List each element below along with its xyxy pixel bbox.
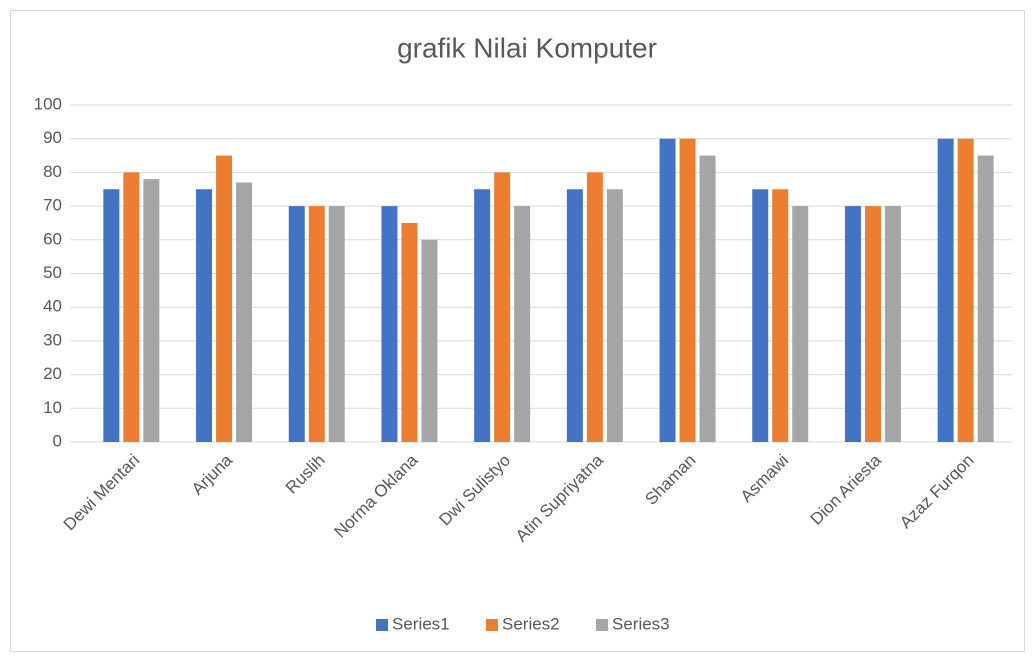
bar [937,138,954,442]
bar [752,189,769,442]
legend-swatch [486,619,498,631]
y-tick-label: 50 [43,263,62,282]
bar [474,189,491,442]
y-tick-label: 80 [43,162,62,181]
bar [957,138,974,442]
bar [566,189,583,442]
bar [288,206,305,442]
bar [699,155,716,443]
bar [103,189,120,442]
y-tick-label: 30 [43,330,62,349]
bar [494,172,511,442]
bar [328,206,345,442]
legend-swatch [376,619,388,631]
bar [606,189,623,442]
bar [586,172,603,442]
bar [381,206,398,442]
bar [308,206,325,442]
bar [143,179,160,442]
bar [196,189,213,442]
y-tick-label: 90 [43,128,62,147]
bar [977,155,994,443]
y-tick-label: 40 [43,297,62,316]
bar [864,206,881,442]
bar [772,189,789,442]
y-tick-label: 60 [43,229,62,248]
legend-label: Series3 [612,614,670,633]
y-tick-label: 70 [43,196,62,215]
y-tick-label: 10 [43,398,62,417]
bar [421,239,438,442]
bar [844,206,861,442]
bar [123,172,140,442]
y-tick-label: 0 [53,431,62,450]
bar [401,222,418,442]
y-tick-label: 20 [43,364,62,383]
chart-title: grafik Nilai Komputer [397,32,657,63]
legend-swatch [596,619,608,631]
legend-label: Series2 [502,614,560,633]
bar [236,182,253,442]
bar [216,155,233,443]
y-tick-label: 100 [34,94,62,113]
legend-label: Series1 [392,614,450,633]
bar [514,206,531,442]
bar [792,206,809,442]
bar [659,138,676,442]
bar [679,138,696,442]
bar [884,206,901,442]
